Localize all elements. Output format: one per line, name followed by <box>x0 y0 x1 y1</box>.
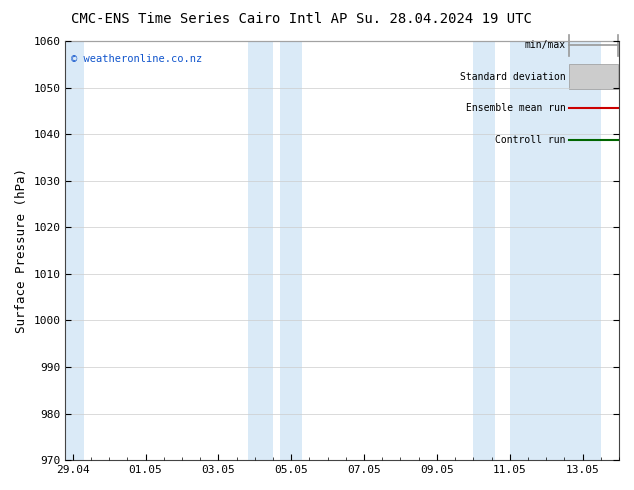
Bar <box>510 41 601 460</box>
Text: Standard deviation: Standard deviation <box>460 72 566 82</box>
Bar <box>474 41 495 460</box>
Bar <box>569 64 618 89</box>
Text: Ensemble mean run: Ensemble mean run <box>466 103 566 113</box>
Text: © weatheronline.co.nz: © weatheronline.co.nz <box>71 53 202 64</box>
Y-axis label: Surface Pressure (hPa): Surface Pressure (hPa) <box>15 168 28 333</box>
Text: min/max: min/max <box>525 40 566 50</box>
Bar <box>280 41 302 460</box>
Bar <box>65 41 84 460</box>
Text: CMC-ENS Time Series Cairo Intl AP: CMC-ENS Time Series Cairo Intl AP <box>71 12 347 26</box>
Text: Su. 28.04.2024 19 UTC: Su. 28.04.2024 19 UTC <box>356 12 532 26</box>
Text: Controll run: Controll run <box>495 135 566 145</box>
Bar <box>247 41 273 460</box>
